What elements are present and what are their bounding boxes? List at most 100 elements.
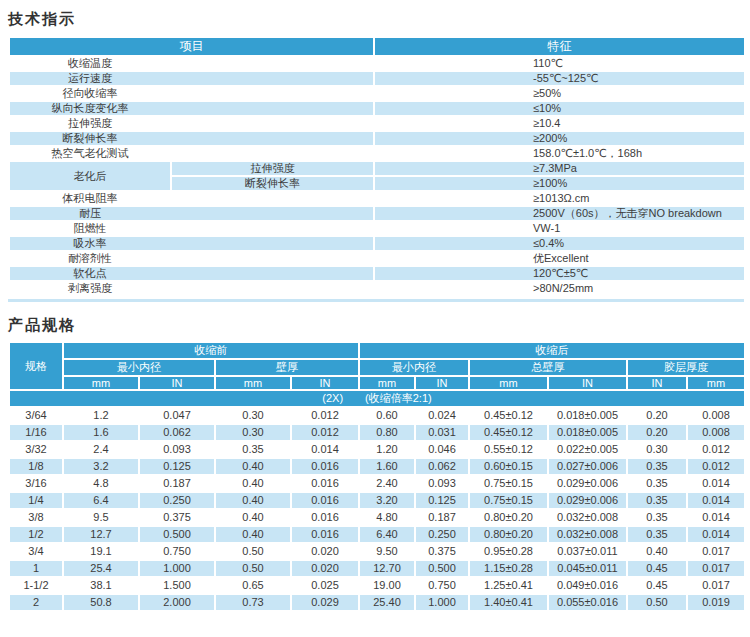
spec-header-min-id-before: 最小内径 — [63, 359, 215, 376]
after-total-wall-in: 0.032±0.008 — [548, 526, 627, 543]
before-min-id-in: 0.500 — [139, 526, 215, 543]
after-min-id-mm: 3.20 — [359, 492, 415, 509]
ratio-note-right: (收缩倍率2:1) — [365, 392, 432, 404]
after-total-wall-in: 0.029±0.006 — [548, 475, 627, 492]
before-min-id-in: 0.187 — [139, 475, 215, 492]
after-min-id-mm: 0.80 — [359, 424, 415, 441]
before-min-id-in: 0.375 — [139, 509, 215, 526]
after-min-id-in: 1.000 — [415, 594, 469, 611]
adhesive-mm: 0.017 — [687, 560, 745, 577]
tech-row-value: 优Excellent — [374, 251, 745, 266]
tech-row-label: 纵向长度变化率 — [9, 101, 374, 116]
spec-document: 技术指示 项目 特征 收缩温度110℃运行速度-55℃~125℃径向收缩率≥50… — [0, 0, 750, 612]
tech-row: 纵向长度变化率≤10% — [9, 101, 745, 116]
after-min-id-mm: 4.80 — [359, 509, 415, 526]
adhesive-mm: 0.008 — [687, 407, 745, 424]
tech-row: 体积电阻率≥1013Ω.cm — [9, 191, 745, 206]
before-min-id-in: 0.062 — [139, 424, 215, 441]
before-min-id-mm: 6.4 — [63, 492, 139, 509]
spec-table: 规格 收缩前 收缩后 最小内径 壁厚 最小内径 总壁厚 胶层厚度 mm IN m… — [8, 341, 746, 612]
spec-size: 3/4 — [9, 543, 63, 560]
unit-in: IN — [415, 376, 469, 390]
tech-row: 运行速度-55℃~125℃ — [9, 71, 745, 86]
unit-in: IN — [139, 376, 215, 390]
spec-row: 3/641.20.0470.300.0120.600.0240.45±0.120… — [9, 407, 745, 424]
before-wall-mm: 0.40 — [215, 509, 291, 526]
before-wall-mm: 0.73 — [215, 594, 291, 611]
tech-row-label: 拉伸强度 — [9, 116, 374, 131]
spec-row: 1/212.70.5000.400.0166.400.2500.80±0.200… — [9, 526, 745, 543]
tech-table: 项目 特征 收缩温度110℃运行速度-55℃~125℃径向收缩率≥50%纵向长度… — [8, 36, 746, 297]
before-min-id-in: 1.000 — [139, 560, 215, 577]
tech-row-label: 收缩温度 — [9, 56, 374, 71]
tech-row-sublabel: 断裂伸长率 — [171, 176, 374, 191]
before-min-id-mm: 12.7 — [63, 526, 139, 543]
adhesive-in: 0.35 — [627, 475, 687, 492]
after-total-wall-in: 0.045±0.011 — [548, 560, 627, 577]
tech-row-label: 热空气老化测试 — [9, 146, 374, 161]
after-total-wall-in: 0.029±0.006 — [548, 492, 627, 509]
before-wall-mm: 0.40 — [215, 458, 291, 475]
tech-row-value: ≥50% — [374, 86, 745, 101]
spec-ratio-row: (2X)(收缩倍率2:1) — [9, 390, 745, 407]
before-min-id-in: 0.250 — [139, 492, 215, 509]
before-min-id-mm: 3.2 — [63, 458, 139, 475]
adhesive-mm: 0.012 — [687, 458, 745, 475]
after-total-wall-in: 0.037±0.011 — [548, 543, 627, 560]
tech-row-label-text: 耐溶剂性 — [10, 252, 170, 265]
adhesive-in: 0.30 — [627, 441, 687, 458]
unit-mm: mm — [687, 376, 745, 390]
tech-row-label: 剥离强度 — [9, 281, 374, 296]
before-min-id-mm: 50.8 — [63, 594, 139, 611]
spec-table-body: (2X)(收缩倍率2:1) 3/641.20.0470.300.0120.600… — [9, 390, 745, 611]
unit-mm: mm — [359, 376, 415, 390]
before-wall-mm: 0.50 — [215, 560, 291, 577]
spec-size: 1/2 — [9, 526, 63, 543]
before-wall-in: 0.016 — [291, 458, 359, 475]
before-wall-in: 0.016 — [291, 492, 359, 509]
after-min-id-mm: 25.40 — [359, 594, 415, 611]
tech-row-label-text: 收缩温度 — [10, 57, 170, 70]
spec-size: 1/4 — [9, 492, 63, 509]
after-min-id-mm: 1.20 — [359, 441, 415, 458]
adhesive-mm: 0.017 — [687, 577, 745, 594]
tech-row-group-label: 老化后 — [9, 161, 171, 191]
after-total-wall-mm: 0.60±0.15 — [469, 458, 548, 475]
spec-header-before-group: 收缩前 — [63, 342, 359, 359]
adhesive-in: 0.20 — [627, 407, 687, 424]
spec-size: 2 — [9, 594, 63, 611]
after-total-wall-in: 0.018±0.005 — [548, 424, 627, 441]
tech-row-value: >80N/25mm — [374, 281, 745, 296]
after-total-wall-in: 0.027±0.006 — [548, 458, 627, 475]
after-min-id-mm: 12.70 — [359, 560, 415, 577]
after-total-wall-mm: 1.15±0.28 — [469, 560, 548, 577]
adhesive-in: 0.45 — [627, 560, 687, 577]
tech-header-feature: 特征 — [374, 37, 745, 56]
adhesive-mm: 0.014 — [687, 475, 745, 492]
tech-row-label-text: 软化点 — [10, 267, 170, 280]
tech-row-value: 110℃ — [374, 56, 745, 71]
before-min-id-mm: 2.4 — [63, 441, 139, 458]
spec-header-min-id-after: 最小内径 — [359, 359, 469, 376]
adhesive-in: 0.35 — [627, 509, 687, 526]
after-min-id-in: 0.024 — [415, 407, 469, 424]
before-min-id-mm: 38.1 — [63, 577, 139, 594]
tech-section-title: 技术指示 — [8, 10, 744, 28]
tech-row-label-text: 阻燃性 — [10, 222, 170, 235]
spec-size: 3/16 — [9, 475, 63, 492]
before-wall-in: 0.025 — [291, 577, 359, 594]
spec-header-wall-before: 壁厚 — [215, 359, 359, 376]
spec-size: 1/16 — [9, 424, 63, 441]
after-total-wall-mm: 0.80±0.20 — [469, 526, 548, 543]
before-wall-in: 0.014 — [291, 441, 359, 458]
spec-row: 1-1/238.11.5000.650.02519.000.7501.25±0.… — [9, 577, 745, 594]
before-wall-mm: 0.40 — [215, 492, 291, 509]
before-min-id-in: 0.125 — [139, 458, 215, 475]
before-min-id-mm: 19.1 — [63, 543, 139, 560]
tech-row: 耐压2500V（60s），无击穿NO breakdown — [9, 206, 745, 221]
after-min-id-in: 0.750 — [415, 577, 469, 594]
after-min-id-in: 0.250 — [415, 526, 469, 543]
spec-header-group-row: 规格 收缩前 收缩后 — [9, 342, 745, 359]
tech-row-value: ≥100% — [374, 176, 745, 191]
after-total-wall-mm: 0.75±0.15 — [469, 492, 548, 509]
